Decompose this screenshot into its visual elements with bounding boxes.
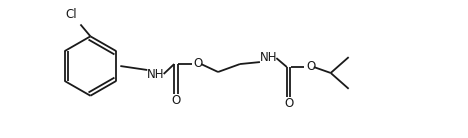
Text: O: O [171, 94, 181, 107]
Text: NH: NH [147, 68, 164, 81]
Text: O: O [306, 60, 315, 73]
Text: O: O [284, 97, 293, 110]
Text: NH: NH [260, 51, 277, 64]
Text: O: O [193, 57, 203, 70]
Text: Cl: Cl [66, 8, 77, 22]
